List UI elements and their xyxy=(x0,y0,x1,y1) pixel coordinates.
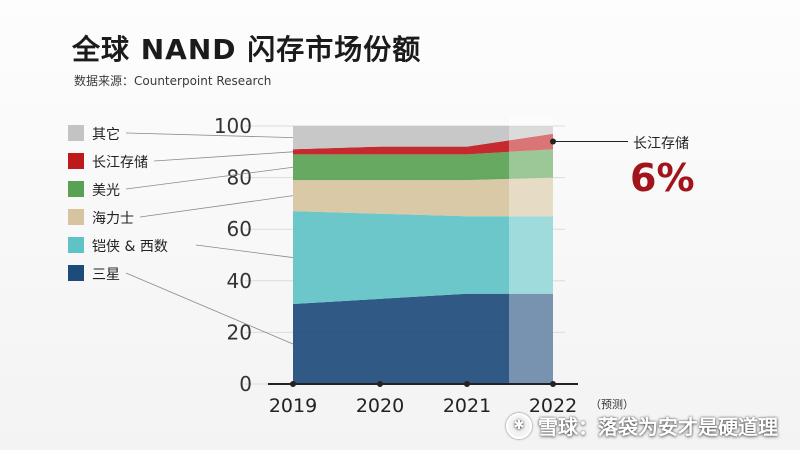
legend-leader-line xyxy=(125,272,294,345)
page-title: 全球 NAND 闪存市场份额 xyxy=(72,33,422,66)
forecast-note: （预测） xyxy=(590,398,634,411)
legend-label: 三星 xyxy=(92,267,120,283)
data-source: 数据来源：Counterpoint Research xyxy=(74,74,272,88)
x-tick-label: 2020 xyxy=(356,395,404,417)
legend-label: 其它 xyxy=(92,126,120,143)
legend-swatch xyxy=(68,209,84,225)
legend-swatch xyxy=(68,153,84,169)
y-tick-label: 80 xyxy=(227,166,252,190)
series-area xyxy=(293,126,553,150)
legend-swatch xyxy=(68,181,84,197)
x-tick-marker xyxy=(550,381,556,387)
legend-swatch xyxy=(68,125,84,141)
y-tick-label: 0 xyxy=(239,372,252,396)
x-tick-marker xyxy=(464,381,470,387)
legend-leader-line xyxy=(125,132,294,139)
legend-label: 长江存储 xyxy=(92,155,148,171)
legend-leader-line xyxy=(153,151,294,162)
watermark-text: 雪球：落袋为安才是硬道理 xyxy=(538,415,778,439)
legend-swatch xyxy=(68,237,84,253)
snowball-logo-icon: ✱ xyxy=(506,412,532,439)
callout-value: 6% xyxy=(630,156,695,200)
series-area xyxy=(293,177,553,217)
legend-label: 海力士 xyxy=(92,211,134,227)
y-tick-label: 60 xyxy=(227,217,252,241)
x-tick-label: 2019 xyxy=(269,395,317,417)
legend-label: 铠侠 & 西数 xyxy=(92,239,168,255)
series-area xyxy=(293,149,553,181)
watermark: ✱ 雪球：落袋为安才是硬道理 xyxy=(506,411,778,440)
y-tick-label: 20 xyxy=(227,320,252,344)
x-tick-label: 2022 xyxy=(529,395,577,417)
x-tick-marker xyxy=(377,381,383,387)
callout-label: 长江存储 xyxy=(633,136,689,152)
x-tick-label: 2021 xyxy=(443,395,491,417)
series-area xyxy=(293,211,553,305)
legend-label: 美光 xyxy=(92,183,120,199)
series-area xyxy=(293,133,553,155)
y-tick-label: 40 xyxy=(227,269,252,293)
legend-leader-line xyxy=(195,244,294,258)
series-area xyxy=(293,293,553,384)
legend-leader-line xyxy=(139,195,294,218)
y-tick-label: 100 xyxy=(214,114,252,138)
forecast-overlay xyxy=(509,116,553,384)
legend-leader-line xyxy=(125,166,294,190)
x-tick-marker xyxy=(290,381,296,387)
legend-swatch xyxy=(68,265,84,281)
